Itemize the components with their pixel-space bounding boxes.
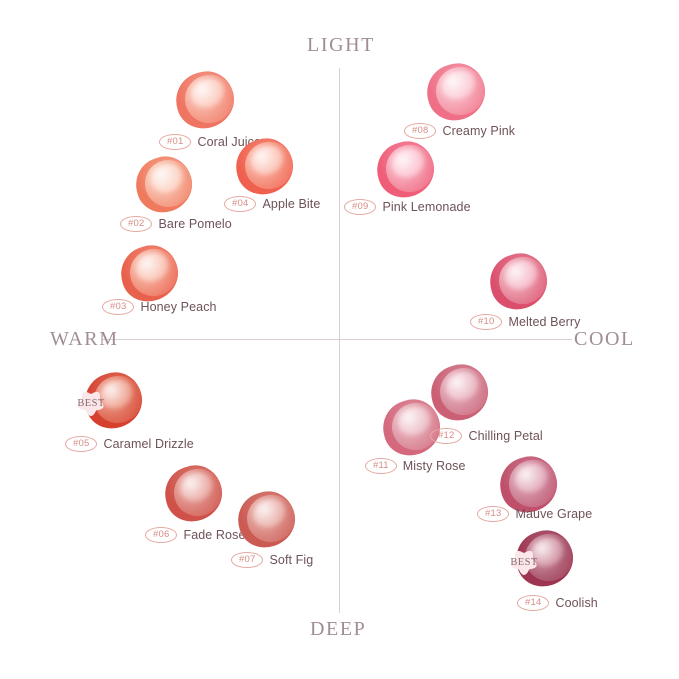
shade-name-label: Chilling Petal (468, 429, 543, 443)
shade-name-label: Fade Rose (183, 528, 246, 542)
color-swatch[interactable] (482, 246, 555, 317)
shade-chip[interactable]: #14 Coolish (517, 595, 598, 611)
color-swatch[interactable] (157, 458, 230, 529)
shade-name-label: Mauve Grape (515, 507, 593, 521)
shade-name-label: Apple Bite (262, 197, 321, 211)
shade-number-badge: #12 (430, 428, 463, 444)
shade-chip[interactable]: #04 Apple Bite (224, 196, 320, 212)
shade-name-label: Misty Rose (402, 459, 466, 473)
shade-chip[interactable]: #08 Creamy Pink (404, 123, 515, 139)
axis-label-cool: COOL (574, 328, 635, 350)
shade-number-badge: #10 (470, 314, 503, 330)
shade-number-badge: #04 (224, 196, 257, 212)
shade-number-badge: #01 (159, 134, 192, 150)
shade-number-badge: #14 (517, 595, 550, 611)
shade-name-label: Pink Lemonade (382, 200, 471, 214)
shade-chip[interactable]: #13 Mauve Grape (477, 506, 592, 522)
shade-chip[interactable]: #02 Bare Pomelo (120, 216, 232, 232)
shade-chip[interactable]: #12 Chilling Petal (430, 428, 543, 444)
horizontal-axis-line (102, 339, 572, 340)
color-swatch[interactable] (369, 134, 442, 205)
shade-number-badge: #11 (365, 458, 397, 474)
shade-number-badge: #13 (477, 506, 510, 522)
color-swatch[interactable] (423, 357, 496, 428)
shade-chip[interactable]: #07 Soft Fig (231, 552, 313, 568)
shade-chip[interactable]: #05 Caramel Drizzle (65, 436, 194, 452)
shade-number-badge: #02 (120, 216, 153, 232)
shade-number-badge: #08 (404, 123, 437, 139)
color-swatch[interactable] (230, 484, 303, 555)
shade-name-label: Caramel Drizzle (103, 437, 194, 451)
axis-label-deep: DEEP (310, 618, 367, 640)
shade-number-badge: #05 (65, 436, 98, 452)
shade-chip[interactable]: #11 Misty Rose (365, 458, 466, 474)
color-swatch[interactable] (113, 238, 186, 309)
shade-chip[interactable]: #09 Pink Lemonade (344, 199, 471, 215)
shade-number-badge: #06 (145, 527, 178, 543)
shade-number-badge: #07 (231, 552, 264, 568)
shade-number-badge: #09 (344, 199, 377, 215)
color-swatch[interactable] (168, 64, 242, 136)
shade-name-label: Honey Peach (140, 300, 217, 314)
color-swatch[interactable] (419, 56, 493, 128)
axis-label-warm: WARM (50, 328, 119, 350)
axis-label-light: LIGHT (307, 34, 375, 56)
shade-name-label: Coolish (555, 596, 598, 610)
best-badge-label: BEST (77, 397, 105, 409)
shade-name-label: Melted Berry (508, 315, 581, 329)
shade-name-label: Bare Pomelo (158, 217, 232, 231)
shade-name-label: Soft Fig (269, 553, 314, 567)
color-swatch[interactable] (492, 449, 565, 520)
shade-chip[interactable]: #03 Honey Peach (102, 299, 217, 315)
shade-name-label: Creamy Pink (442, 124, 516, 138)
best-badge: BEST (503, 541, 545, 583)
vertical-axis-line (339, 68, 340, 613)
best-badge-label: BEST (510, 556, 538, 568)
shade-number-badge: #03 (102, 299, 135, 315)
shade-chip[interactable]: #06 Fade Rose (145, 527, 246, 543)
shade-chip[interactable]: #10 Melted Berry (470, 314, 581, 330)
color-swatch[interactable] (128, 149, 200, 220)
color-swatch[interactable] (228, 131, 301, 202)
best-badge: BEST (70, 382, 112, 424)
